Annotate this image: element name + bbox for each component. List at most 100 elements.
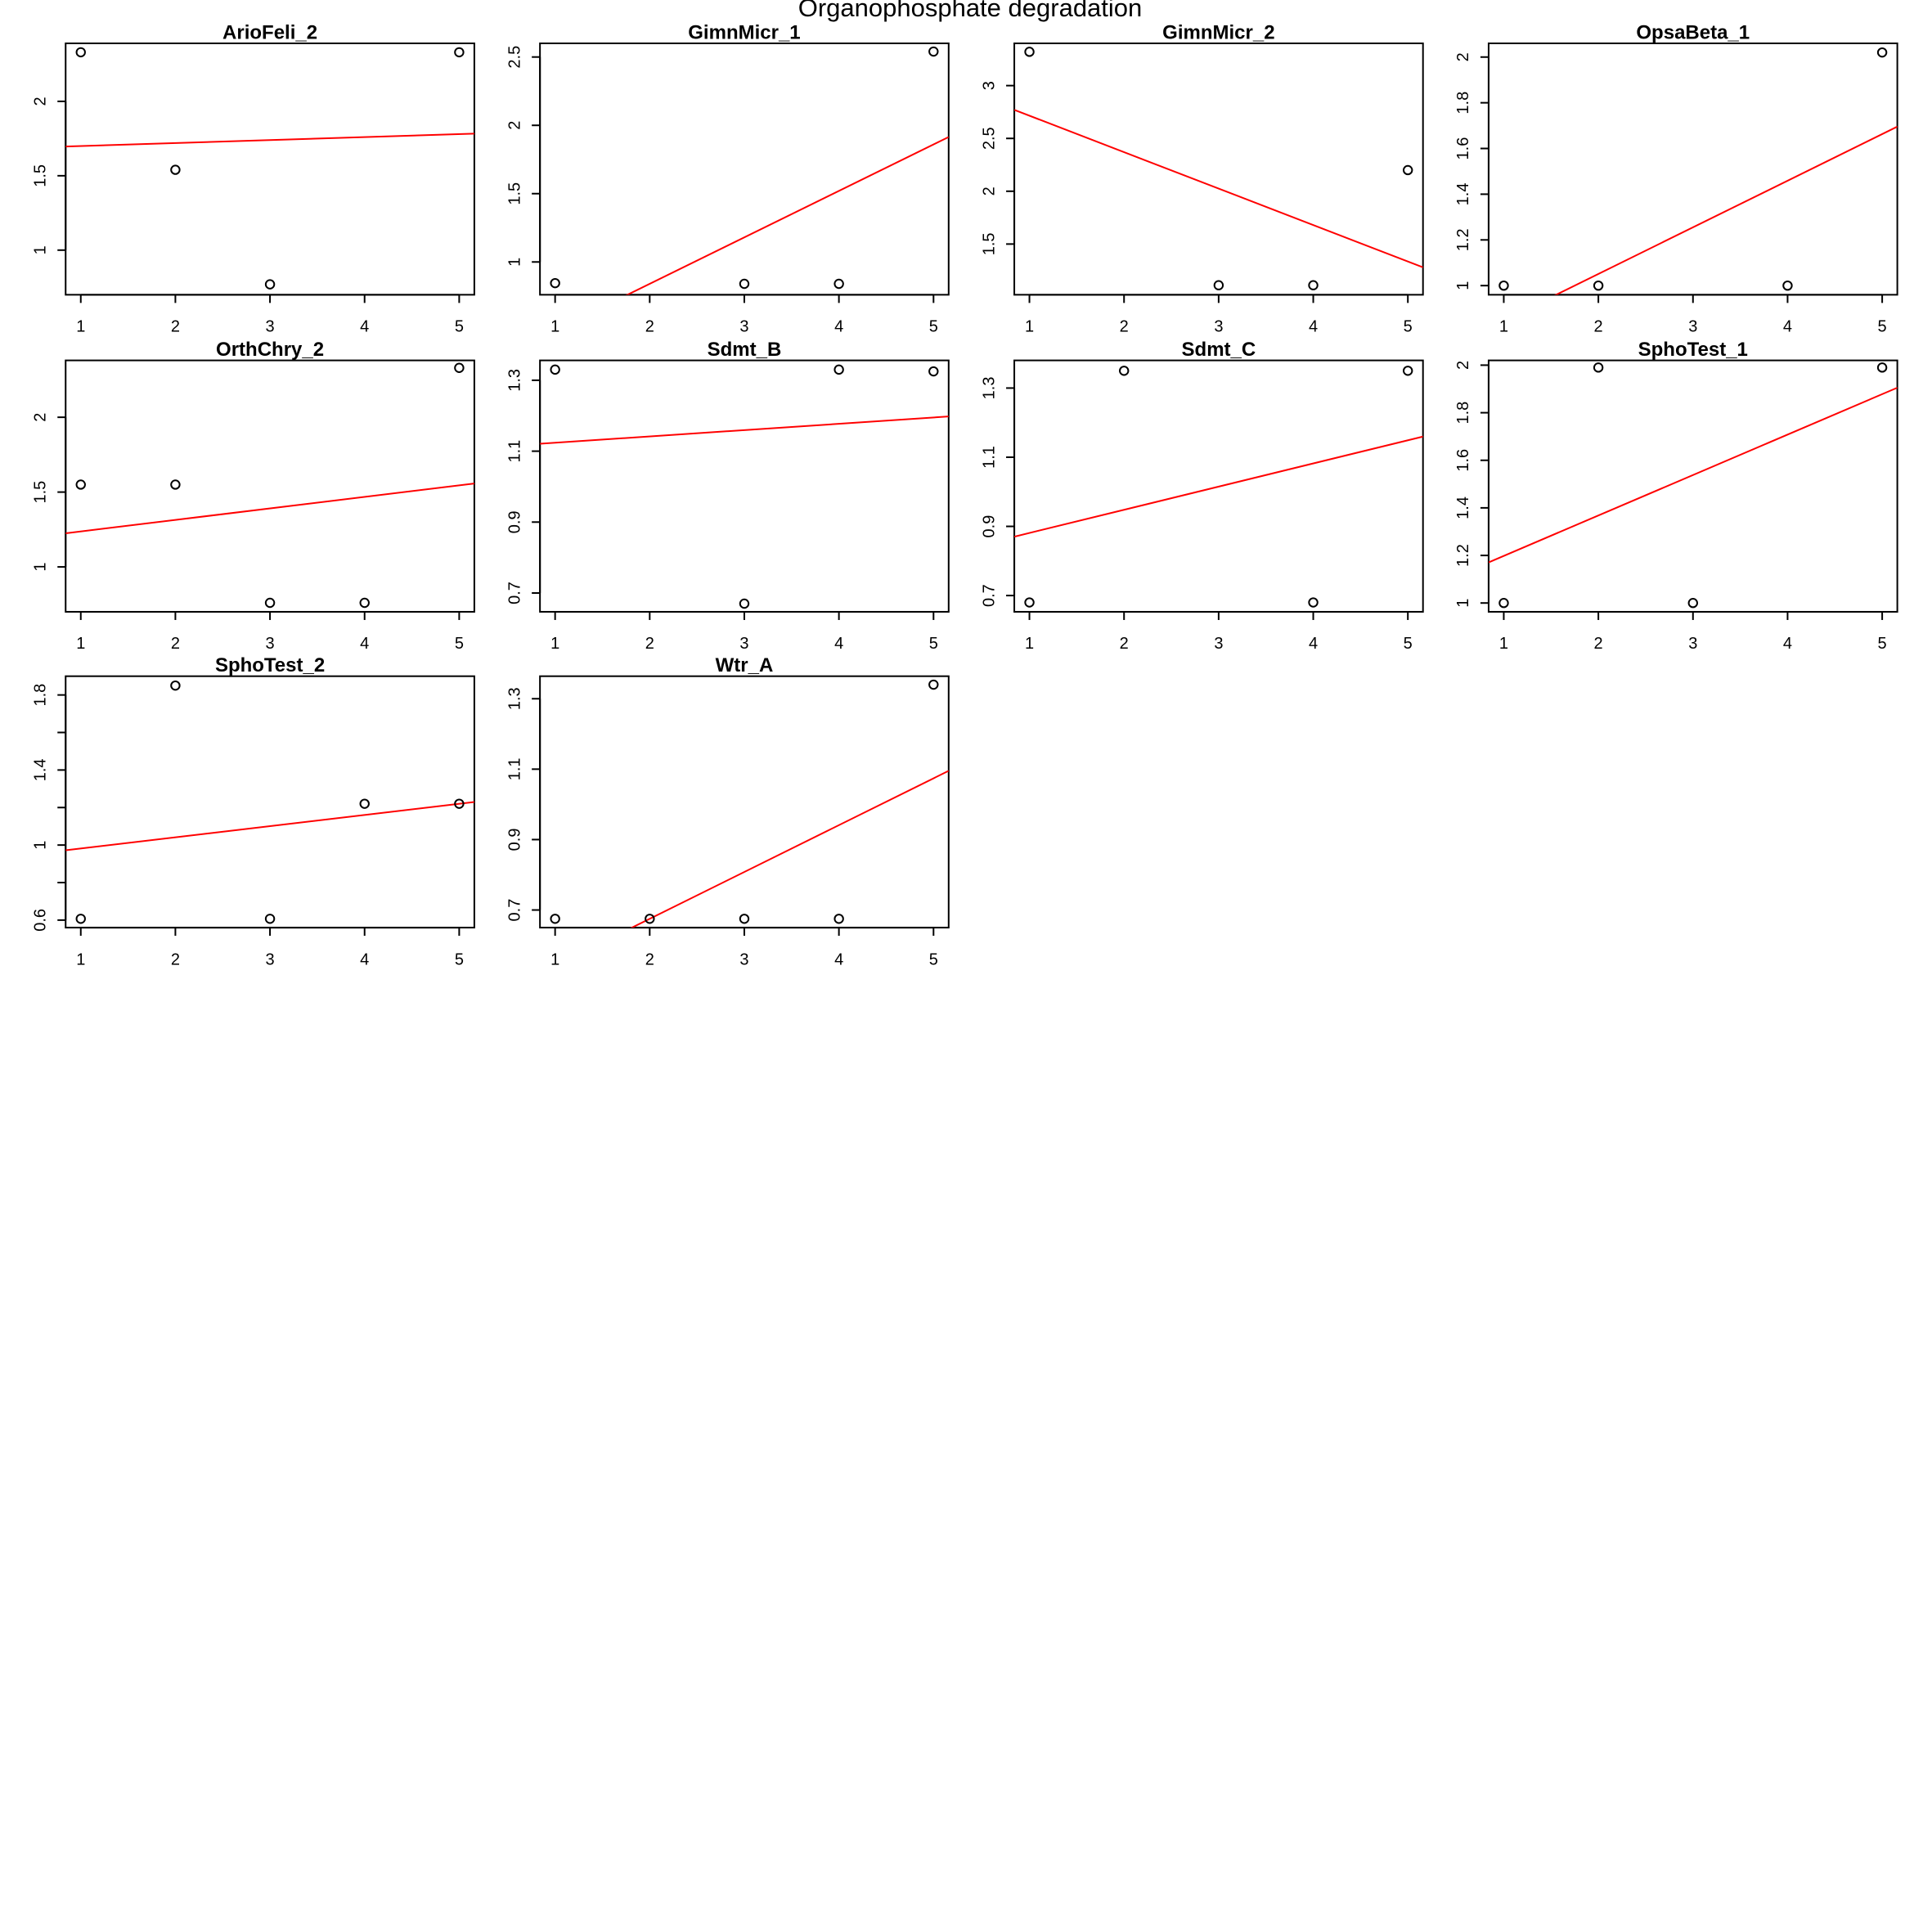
point bbox=[1308, 597, 1319, 608]
panel: GimnMicr_1 1 2 3 4 5 1 1.5 2 2.5 bbox=[505, 21, 950, 336]
x-tick-label: 5 bbox=[1404, 635, 1413, 653]
x-tick-label: 2 bbox=[1120, 318, 1129, 336]
panel-title: Sdmt_C bbox=[1182, 339, 1256, 361]
y-tick-label: 2 bbox=[980, 186, 998, 195]
panel: OrthChry_2 1 2 3 4 5 1 1.5 2 bbox=[32, 339, 475, 653]
trendline bbox=[1014, 435, 1423, 538]
x-tick-label: 2 bbox=[645, 635, 654, 653]
point bbox=[833, 364, 844, 375]
y-tick-label: 0.7 bbox=[980, 584, 998, 607]
y-tick-label: 1.1 bbox=[505, 757, 523, 780]
y-tick-label: 1.2 bbox=[1454, 228, 1472, 251]
x-tick-label: 4 bbox=[360, 635, 369, 653]
y-tick-label: 2 bbox=[1454, 52, 1472, 61]
x-tick-label: 3 bbox=[266, 318, 275, 336]
y-tick-label: 1 bbox=[32, 245, 50, 254]
y-tick-label: 1.5 bbox=[32, 481, 50, 504]
x-tick-label: 3 bbox=[1688, 318, 1697, 336]
y-tick-label: 1.6 bbox=[1454, 137, 1472, 160]
x-tick-label: 1 bbox=[1025, 635, 1034, 653]
y-tick-label: 0.9 bbox=[505, 829, 523, 851]
point bbox=[1119, 366, 1130, 376]
point bbox=[75, 479, 86, 490]
panel: ArioFeli_2 1 2 3 4 5 1 1.5 2 bbox=[32, 21, 475, 336]
trendline bbox=[65, 483, 474, 534]
panel: Wtr_A 1 2 3 4 5 0.7 0.9 1.1 1.3 bbox=[505, 654, 950, 968]
point bbox=[359, 798, 370, 809]
x-tick-label: 4 bbox=[1309, 318, 1318, 336]
y-tick-label: 1.2 bbox=[1454, 544, 1472, 567]
y-tick-label: 1.4 bbox=[1454, 496, 1472, 519]
y-tick-label: 2 bbox=[1454, 361, 1472, 370]
point bbox=[264, 279, 276, 290]
x-tick-label: 4 bbox=[360, 318, 369, 336]
panel: SphoTest_2 1 2 3 4 5 0.6 1 1.4 1.8 bbox=[32, 654, 475, 968]
point bbox=[1593, 362, 1604, 373]
panel-title: GimnMicr_1 bbox=[688, 21, 800, 43]
point bbox=[833, 914, 844, 924]
y-tick-label: 1 bbox=[32, 563, 50, 572]
point bbox=[1876, 47, 1888, 58]
x-tick-label: 4 bbox=[1309, 635, 1318, 653]
trendline bbox=[1488, 387, 1898, 564]
y-tick-label: 1 bbox=[1454, 281, 1472, 290]
x-tick-label: 3 bbox=[1688, 635, 1697, 653]
x-tick-label: 1 bbox=[1499, 635, 1508, 653]
y-tick-label: 1.5 bbox=[980, 232, 998, 255]
x-tick-label: 3 bbox=[1214, 635, 1223, 653]
y-tick-label: 0.9 bbox=[505, 510, 523, 533]
x-tick-label: 2 bbox=[1594, 635, 1603, 653]
x-tick-label: 5 bbox=[1404, 318, 1413, 336]
point bbox=[739, 598, 750, 609]
x-tick-label: 4 bbox=[360, 950, 369, 968]
x-tick-label: 5 bbox=[1878, 635, 1887, 653]
panel: Sdmt_C 1 2 3 4 5 0.7 0.9 1.1 1.3 bbox=[980, 339, 1424, 653]
x-tick-label: 3 bbox=[739, 635, 748, 653]
x-tick-label: 2 bbox=[171, 635, 180, 653]
x-tick-label: 3 bbox=[739, 318, 748, 336]
panel-title: SphoTest_1 bbox=[1638, 339, 1748, 361]
point bbox=[739, 278, 750, 290]
x-tick-label: 5 bbox=[929, 950, 938, 968]
point bbox=[1024, 597, 1035, 608]
x-tick-label: 5 bbox=[455, 635, 464, 653]
x-tick-label: 2 bbox=[171, 950, 180, 968]
point bbox=[739, 914, 750, 924]
point bbox=[75, 914, 86, 924]
y-tick-label: 1.8 bbox=[1454, 92, 1472, 115]
x-tick-label: 4 bbox=[834, 950, 843, 968]
point bbox=[928, 366, 939, 377]
y-tick-label: 1.5 bbox=[32, 164, 50, 187]
point bbox=[550, 914, 560, 924]
x-tick-label: 1 bbox=[550, 635, 559, 653]
x-tick-label: 5 bbox=[929, 318, 938, 336]
x-tick-label: 3 bbox=[266, 950, 275, 968]
point bbox=[833, 278, 844, 290]
panel-title: ArioFeli_2 bbox=[222, 21, 317, 43]
panel: Sdmt_B 1 2 3 4 5 0.7 0.9 1.1 1.3 bbox=[505, 339, 950, 653]
point bbox=[1402, 164, 1413, 176]
y-tick-label: 1.1 bbox=[505, 440, 523, 463]
y-tick-label: 1.5 bbox=[505, 182, 523, 205]
x-tick-label: 2 bbox=[171, 318, 180, 336]
point bbox=[550, 364, 560, 375]
point bbox=[1402, 366, 1413, 376]
y-tick-label: 1.1 bbox=[980, 446, 998, 469]
y-tick-label: 1.3 bbox=[505, 687, 523, 710]
point bbox=[170, 680, 181, 691]
panel: SphoTest_1 1 2 3 4 5 1 1.2 1.4 1.6 1.8 2 bbox=[1454, 339, 1898, 653]
x-tick-label: 4 bbox=[1783, 635, 1792, 653]
trendline bbox=[65, 133, 474, 148]
point bbox=[928, 46, 939, 57]
x-tick-label: 2 bbox=[645, 950, 654, 968]
x-tick-label: 1 bbox=[76, 318, 85, 336]
x-tick-label: 1 bbox=[550, 318, 559, 336]
x-tick-label: 5 bbox=[1878, 318, 1887, 336]
trendline bbox=[630, 770, 949, 928]
y-tick-label: 1 bbox=[505, 258, 523, 267]
y-tick-label: 2.5 bbox=[505, 46, 523, 69]
y-tick-label: 3 bbox=[980, 81, 998, 90]
point bbox=[645, 914, 655, 924]
